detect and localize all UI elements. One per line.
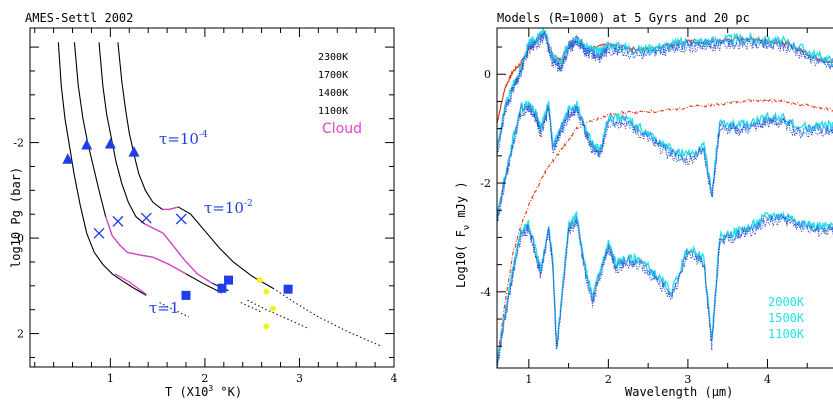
y-tick-label: -4 <box>480 286 491 299</box>
dot-marker <box>256 277 263 284</box>
y-tick-label: -2 <box>480 177 491 190</box>
y-tick-label: -2 <box>13 137 24 150</box>
x-tick-label: 1 <box>525 373 532 386</box>
cross-marker <box>175 213 187 225</box>
triangle-marker <box>128 146 140 157</box>
legend-2000K: 2000K <box>768 295 805 309</box>
right-legend: 2000K 1500K 1100K <box>768 295 805 341</box>
x-tick-label: 3 <box>684 373 691 386</box>
left-model-lines <box>57 42 381 346</box>
tau-label-4: τ=10-4 <box>159 130 208 148</box>
left-ticks: 1 2 3 4 -2 0 2 <box>13 28 398 385</box>
x-tick-label: 4 <box>391 372 398 385</box>
legend-1400K: 1400K <box>318 88 348 99</box>
cloud-segment-1100K <box>114 273 147 295</box>
legend-cloud: Cloud <box>322 121 362 137</box>
model-line-1700K <box>98 42 229 292</box>
left-x-axis-label: T (X103 °K) <box>165 384 242 399</box>
square-marker <box>181 290 191 300</box>
x-tick-label: 2 <box>201 372 208 385</box>
spectrum-1500K-cyan <box>496 100 833 219</box>
x-tick-label: 2 <box>605 373 612 386</box>
tau-label-1: τ=1 <box>149 299 179 317</box>
left-chart: AMES-Settl 2002 1 2 3 4 -2 0 2 2300K 1700K 140… <box>9 11 398 399</box>
square-marker <box>217 283 227 293</box>
square-marker <box>283 284 293 294</box>
right-x-axis-label: Wavelength (μm) <box>625 385 733 399</box>
x-tick-label: 4 <box>764 373 771 386</box>
spectrum-1100K-dotted <box>496 215 833 368</box>
triangle-marker <box>104 138 116 149</box>
square-marker <box>224 275 234 285</box>
left-legend: 2300K 1700K 1400K 1100K Cloud <box>318 52 362 137</box>
triangle-marker <box>62 153 74 164</box>
cross-marker <box>140 212 152 224</box>
y-tick-label: 2 <box>17 328 24 341</box>
right-y-axis-label: Log10( Fν mJy ) <box>454 181 472 288</box>
spectrum-2000K-blue <box>496 31 833 151</box>
model-line-1100K <box>57 42 147 296</box>
model-line-2300K <box>117 42 274 289</box>
right-ticks: 123450-2-4 <box>480 28 808 386</box>
right-title: Models (R=1000) at 5 Gyrs and 20 pc <box>497 11 750 25</box>
triangle-marker <box>81 138 93 150</box>
tau-label-2: τ=10-2 <box>204 199 253 217</box>
right-plot-frame <box>496 27 833 369</box>
spectrum-1100K-blue <box>496 213 833 369</box>
left-title: AMES-Settl 2002 <box>25 11 133 25</box>
legend-1100K: 1100K <box>768 327 805 341</box>
legend-2300K: 2300K <box>318 52 348 63</box>
cloud-segment-1700K <box>144 223 213 284</box>
dot-marker <box>263 323 270 330</box>
spectrum-1500K-blue <box>496 102 833 224</box>
legend-1500K: 1500K <box>768 311 805 325</box>
right-chart: Models (R=1000) at 5 Gyrs and 20 pc 1 2 3 4… <box>454 11 833 399</box>
spectrum-1500K-red <box>496 98 833 363</box>
model-line-dotted-1400K <box>240 302 262 313</box>
right-spectra <box>496 28 833 369</box>
left-plot-frame <box>29 27 395 368</box>
left-markers <box>62 138 293 330</box>
legend-1700K: 1700K <box>318 70 348 81</box>
spectrum-1500K-dotted <box>496 104 833 222</box>
cross-marker <box>93 227 105 239</box>
y-tick-label: 0 <box>484 68 491 81</box>
x-tick-label: 1 <box>107 372 114 385</box>
dot-marker <box>263 288 270 295</box>
y-tick-label: 0 <box>17 232 24 245</box>
left-y-axis-label: log10 Pg (bar) <box>9 167 23 268</box>
x-tick-label: 3 <box>296 372 303 385</box>
spectrum-2000K-dotted <box>496 31 833 157</box>
cross-marker <box>112 215 124 227</box>
spectrum-2000K-cyan <box>496 28 833 153</box>
dot-marker <box>269 305 276 312</box>
model-line-dotted-1700K <box>247 299 310 330</box>
model-line-dotted-1100K <box>159 302 190 318</box>
cloud-segment-1400K <box>105 216 187 275</box>
model-line-dotted-2300K <box>272 287 381 346</box>
cloud-segment-2300K <box>162 206 179 211</box>
legend-1100K: 1100K <box>318 106 348 117</box>
